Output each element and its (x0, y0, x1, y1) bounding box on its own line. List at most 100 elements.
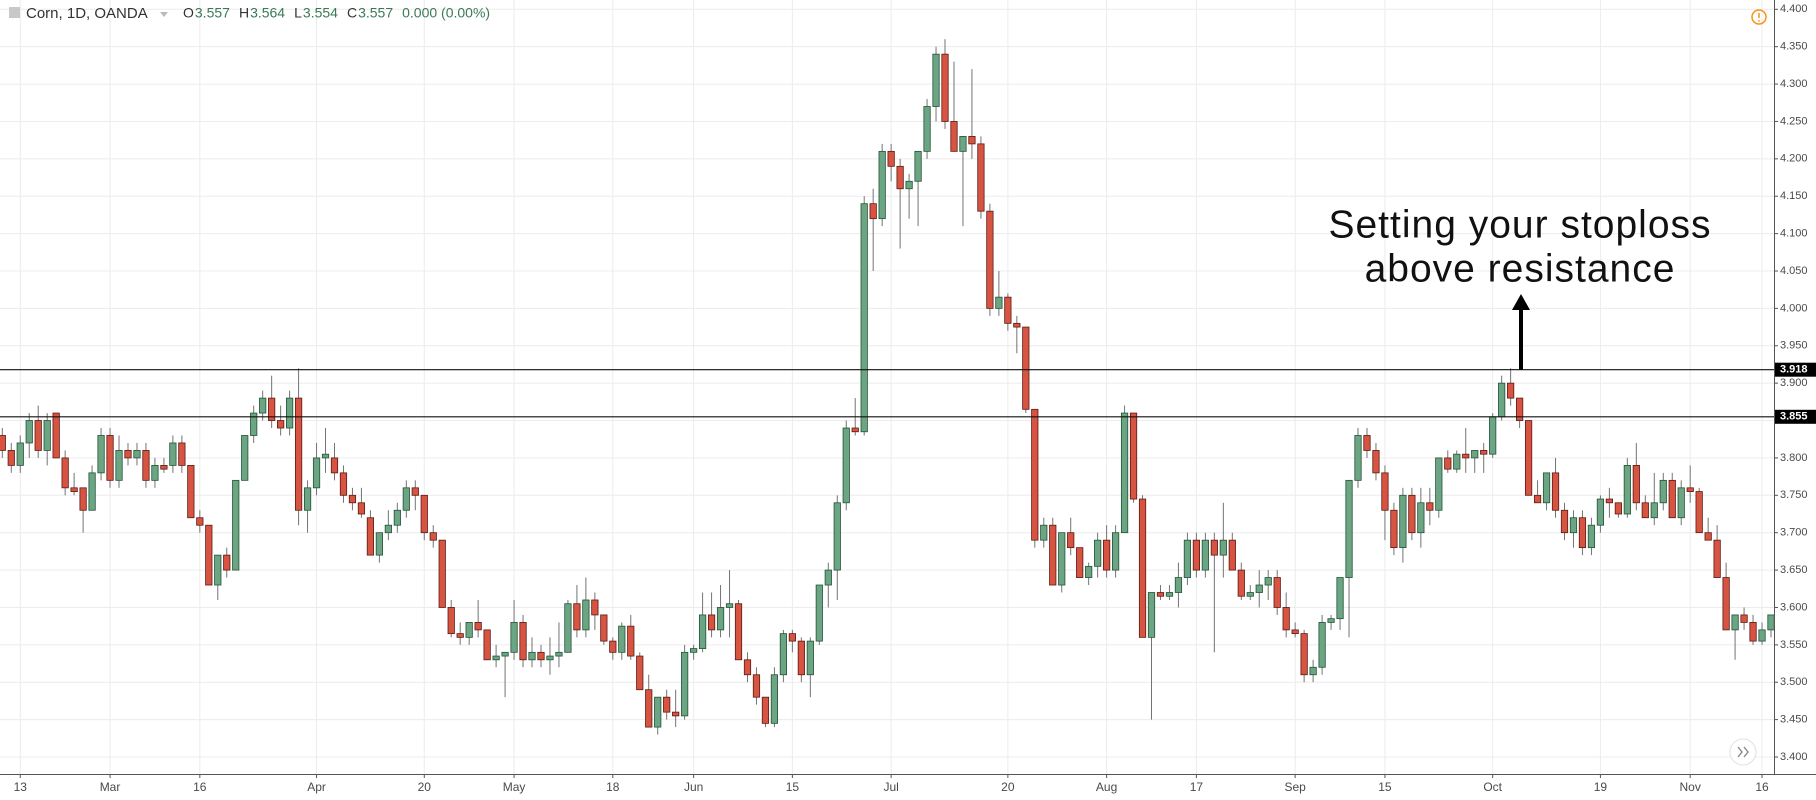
x-tick-label: 19 (1594, 780, 1608, 794)
dropdown-icon[interactable] (160, 12, 168, 17)
x-tick-label: Apr (307, 780, 326, 794)
candle-up (1489, 416, 1497, 455)
candle-up (1219, 539, 1227, 556)
y-tick-label: 3.550 (1780, 639, 1808, 651)
candle-down (734, 603, 743, 661)
candle-up (1498, 382, 1506, 418)
price-label: 3.855 (1780, 411, 1808, 423)
candle-down (1578, 517, 1587, 549)
candle-up (1336, 577, 1344, 620)
candle-down (160, 464, 168, 470)
time-axis-bg (0, 774, 1816, 800)
candle-down (1363, 435, 1371, 451)
legend: O 3.557 H 3.564 L 3.554 C 3.557 0.000 (0.00%) (183, 5, 490, 21)
y-tick-label: 4.100 (1780, 228, 1808, 240)
candle-down (277, 420, 285, 429)
candle-down (968, 136, 976, 145)
candle-down (0, 435, 6, 451)
alert-icon-dot (1758, 20, 1760, 22)
candle-up (375, 532, 383, 556)
candle-up (923, 106, 931, 152)
candle-up (1094, 539, 1102, 567)
candle-down (1381, 472, 1389, 511)
candle-down (34, 420, 42, 451)
candle-down (438, 539, 446, 608)
candle-up (312, 457, 321, 489)
candle-down (294, 397, 303, 511)
candle-down (1004, 296, 1012, 324)
x-tick-label: Jun (684, 780, 703, 794)
candle-down (1390, 509, 1398, 549)
candle-down (420, 494, 428, 534)
candle-up (905, 180, 913, 190)
candle-down (977, 143, 985, 212)
candle-up (16, 442, 24, 466)
candle-down (366, 517, 375, 556)
candle-up (1120, 412, 1129, 534)
legend-value: 3.554 (303, 5, 338, 21)
candle-down (1282, 607, 1290, 631)
candle-up (1596, 498, 1605, 526)
candle-down (941, 53, 949, 122)
candle-down (1507, 382, 1515, 399)
candle-up (1165, 592, 1174, 597)
candle-down (1480, 450, 1488, 455)
y-tick-label: 3.800 (1780, 452, 1808, 464)
annotation: Setting your stoploss (1328, 203, 1711, 246)
candle-down (591, 599, 599, 616)
candle-down (645, 689, 653, 728)
y-tick-label: 3.750 (1780, 489, 1808, 501)
candle-up (303, 487, 312, 511)
candle-up (1623, 464, 1631, 515)
candle-down (788, 633, 796, 642)
candle-up (232, 479, 240, 571)
scroll-icon (1737, 746, 1749, 758)
candle-up (1587, 524, 1596, 549)
candle-down (1713, 539, 1721, 578)
candle-down (1524, 420, 1533, 496)
candle-down (752, 674, 761, 698)
alert-icon[interactable] (1751, 9, 1767, 25)
candle-down (1551, 472, 1560, 511)
candle-up (214, 554, 222, 586)
candle-down (483, 629, 491, 661)
candle-up (725, 603, 734, 608)
candle-up (555, 651, 563, 657)
axes: 3.400 3.450 3.500 3.550 3.600 3.650 3.700 3.750… (14, 3, 1816, 794)
y-tick-label: 3.600 (1780, 601, 1808, 613)
x-tick-label: Oct (1483, 780, 1502, 794)
scroll-button[interactable] (1729, 738, 1757, 766)
candle-up (1201, 539, 1209, 571)
legend-value: 3.557 (358, 5, 393, 21)
candle-down (1049, 524, 1057, 586)
price-axis-bg (1774, 0, 1816, 800)
candle-up (501, 651, 509, 657)
x-tick-label: 16 (193, 780, 207, 794)
candle-up (1453, 453, 1461, 470)
candle-up (1731, 614, 1739, 631)
candle-down (348, 494, 357, 504)
y-tick-label: 4.400 (1780, 3, 1808, 15)
candle-up (1318, 622, 1326, 668)
candle-down (1605, 498, 1613, 504)
candle-up (492, 655, 500, 661)
candle-down (537, 651, 545, 661)
candle-up (250, 412, 258, 436)
candle-down (1067, 532, 1075, 549)
y-tick-label: 4.250 (1780, 115, 1808, 127)
candle-up (564, 603, 572, 653)
candle-down (268, 397, 276, 421)
candle-up (241, 435, 249, 481)
x-tick-label: 20 (418, 780, 432, 794)
candle-up (510, 622, 518, 653)
candle-down (1533, 494, 1542, 504)
candle-up (43, 420, 51, 451)
y-tick-label: 4.200 (1780, 153, 1808, 165)
candle-down (1228, 539, 1236, 571)
candle-up (133, 450, 141, 459)
candle-down (70, 487, 78, 492)
candle-up (815, 584, 823, 642)
x-tick-label: 15 (786, 780, 800, 794)
y-tick-label: 4.350 (1780, 41, 1808, 53)
